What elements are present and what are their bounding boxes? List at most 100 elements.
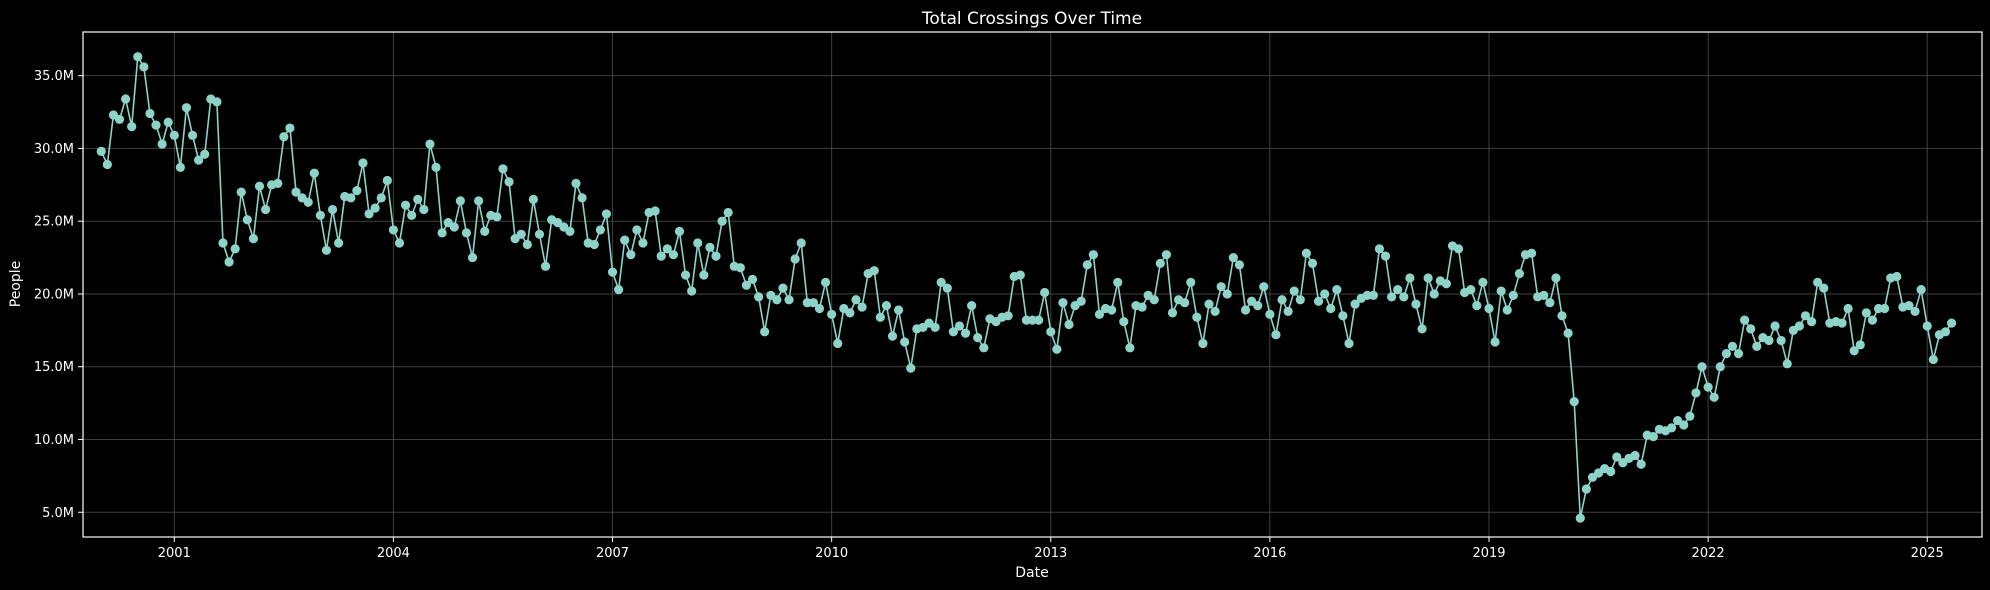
data-point bbox=[133, 52, 143, 62]
data-point bbox=[200, 149, 210, 159]
data-point bbox=[1332, 284, 1342, 295]
data-point bbox=[1192, 312, 1202, 322]
data-point bbox=[163, 117, 173, 127]
data-point bbox=[279, 132, 289, 142]
x-gridlines bbox=[173, 32, 1928, 537]
data-point bbox=[102, 159, 112, 170]
data-point bbox=[127, 122, 137, 132]
data-point bbox=[114, 114, 125, 124]
data-point bbox=[139, 62, 149, 72]
data-point bbox=[979, 343, 989, 353]
data-point bbox=[1374, 244, 1385, 254]
data-point bbox=[1940, 327, 1951, 337]
data-point bbox=[212, 97, 222, 107]
data-point bbox=[1508, 290, 1518, 301]
data-point bbox=[1496, 286, 1506, 296]
data-point bbox=[1922, 321, 1932, 331]
data-point bbox=[315, 210, 325, 220]
data-point bbox=[723, 207, 733, 218]
data-point bbox=[1569, 397, 1579, 407]
data-point bbox=[1113, 277, 1123, 287]
data-point bbox=[577, 193, 587, 203]
data-point bbox=[760, 327, 770, 337]
data-point bbox=[157, 139, 167, 149]
data-point bbox=[1867, 315, 1878, 325]
data-point bbox=[1222, 289, 1232, 299]
data-point bbox=[833, 338, 843, 349]
data-point bbox=[474, 196, 484, 206]
data-point bbox=[1843, 303, 1853, 314]
data-point bbox=[425, 139, 435, 149]
data-point bbox=[1259, 282, 1269, 292]
data-point bbox=[540, 261, 551, 271]
data-point bbox=[1721, 349, 1731, 359]
y-tick-label: 35.0M bbox=[34, 69, 74, 84]
data-point bbox=[1880, 303, 1890, 314]
data-point bbox=[230, 244, 240, 254]
data-point bbox=[1746, 324, 1756, 334]
x-tick-label: 2007 bbox=[596, 546, 629, 561]
data-point bbox=[747, 274, 758, 285]
data-point bbox=[1253, 301, 1263, 311]
data-point bbox=[650, 206, 660, 216]
data-point bbox=[960, 328, 971, 338]
data-point bbox=[1338, 311, 1348, 321]
data-point bbox=[1119, 317, 1129, 327]
data-point bbox=[662, 244, 672, 254]
data-point bbox=[900, 337, 910, 347]
data-point bbox=[1082, 260, 1092, 270]
data-point bbox=[364, 209, 374, 219]
data-point bbox=[1685, 411, 1695, 421]
data-point bbox=[187, 130, 198, 140]
data-point bbox=[1892, 271, 1902, 282]
data-point bbox=[1490, 337, 1500, 347]
data-point bbox=[1411, 299, 1421, 309]
data-point bbox=[449, 222, 459, 232]
data-point bbox=[1813, 277, 1823, 287]
data-point bbox=[711, 251, 721, 261]
data-point bbox=[1040, 287, 1050, 298]
y-tick-label: 20.0M bbox=[34, 287, 74, 302]
data-point bbox=[1417, 324, 1427, 334]
data-point bbox=[772, 295, 782, 305]
data-point bbox=[1478, 277, 1488, 287]
data-point bbox=[705, 242, 715, 252]
data-point bbox=[96, 146, 106, 156]
data-point bbox=[1606, 466, 1616, 477]
data-point bbox=[358, 158, 368, 168]
data-point bbox=[1776, 335, 1786, 346]
data-point bbox=[1033, 315, 1044, 325]
data-point bbox=[1666, 423, 1677, 433]
chart-title: Total Crossings Over Time bbox=[921, 9, 1142, 29]
data-point bbox=[699, 270, 709, 280]
x-tick-label: 2013 bbox=[1034, 546, 1067, 561]
data-point bbox=[930, 322, 940, 333]
series-layer bbox=[96, 52, 1957, 523]
data-point bbox=[632, 225, 642, 235]
data-point bbox=[285, 123, 295, 133]
data-point bbox=[1210, 306, 1220, 317]
data-point bbox=[1295, 295, 1305, 305]
data-point bbox=[151, 120, 161, 130]
data-point bbox=[1399, 292, 1409, 302]
data-point bbox=[121, 94, 131, 104]
data-point bbox=[936, 277, 946, 287]
data-point bbox=[967, 301, 977, 311]
data-point bbox=[614, 284, 624, 295]
data-point bbox=[388, 225, 399, 235]
data-point bbox=[827, 309, 837, 319]
data-point bbox=[1904, 301, 1914, 311]
x-tick-label: 2025 bbox=[1911, 546, 1944, 561]
data-point bbox=[790, 254, 800, 264]
data-point bbox=[1563, 328, 1573, 338]
data-point bbox=[1155, 258, 1165, 268]
data-point bbox=[1697, 362, 1707, 372]
data-point bbox=[595, 225, 605, 235]
data-point bbox=[467, 252, 478, 263]
data-point bbox=[875, 312, 885, 322]
x-tick-label: 2019 bbox=[1472, 546, 1505, 561]
data-point bbox=[1198, 338, 1208, 349]
data-point bbox=[857, 302, 867, 312]
